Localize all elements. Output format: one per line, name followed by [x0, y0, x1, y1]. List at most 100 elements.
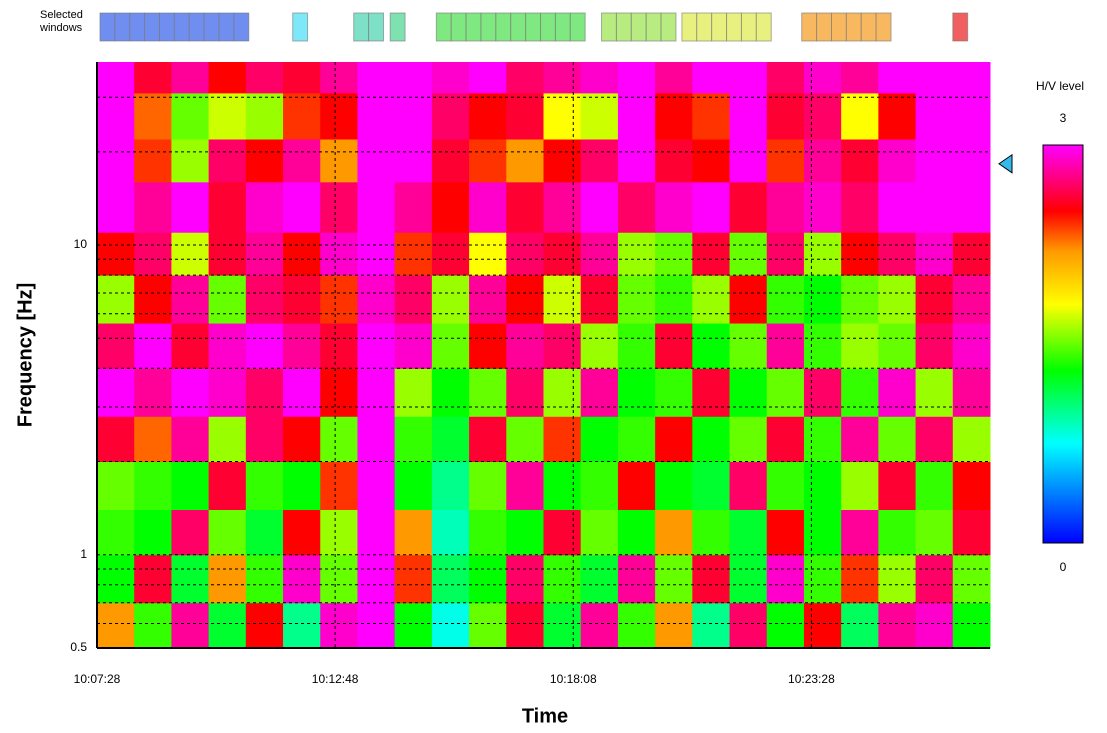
heat-cell — [617, 323, 656, 369]
heat-cell — [878, 461, 917, 511]
heat-cell — [208, 139, 247, 183]
heat-cell — [97, 368, 135, 417]
heat-cell — [97, 461, 135, 511]
heat-cell — [766, 62, 805, 94]
heat-cell — [394, 92, 433, 140]
heat-cell — [543, 461, 582, 511]
heat-cell — [766, 602, 805, 649]
heat-cell — [97, 602, 135, 649]
heat-cell — [766, 232, 805, 276]
window — [726, 12, 742, 42]
heat-cell — [803, 92, 842, 140]
heat-cell — [208, 368, 247, 417]
heat-cell — [878, 416, 917, 463]
heat-cell — [357, 139, 396, 183]
heat-cell — [469, 92, 507, 140]
heat-cell — [283, 323, 321, 369]
heat-cell — [543, 92, 582, 140]
heat-cell — [655, 602, 693, 649]
window — [99, 12, 116, 42]
heat-cell — [543, 275, 582, 324]
y-axis-label: Frequency [Hz] — [14, 283, 36, 427]
heat-cell — [766, 416, 805, 463]
heat-cell — [878, 92, 917, 140]
heat-cell — [134, 368, 172, 417]
heat-cell — [952, 323, 991, 369]
heat-cell — [320, 275, 358, 324]
heat-cell — [655, 368, 693, 417]
heat-cell — [134, 323, 172, 369]
window — [755, 12, 772, 42]
heat-cell — [283, 368, 321, 417]
heat-cell — [766, 509, 805, 556]
heat-cell — [208, 416, 247, 463]
heat-cell — [506, 368, 544, 417]
heat-cell — [729, 509, 768, 556]
heat-cell — [469, 181, 507, 233]
heat-cell — [692, 92, 731, 140]
window — [389, 12, 406, 42]
heat-cell — [97, 275, 135, 324]
heat-cell — [915, 554, 954, 604]
heat-cell — [692, 509, 731, 556]
heat-cell — [915, 602, 954, 649]
heat-cell — [320, 602, 358, 649]
heat-cell — [766, 275, 805, 324]
heat-cell — [283, 554, 321, 604]
heat-cell — [952, 509, 991, 556]
heat-cell — [692, 416, 731, 463]
heat-cell — [245, 232, 284, 276]
heat-cell — [952, 181, 991, 233]
heat-cell — [803, 62, 842, 94]
heat-cell — [245, 62, 284, 94]
heat-cell — [841, 62, 879, 94]
heat-cell — [357, 509, 396, 556]
window — [129, 12, 146, 42]
window — [645, 12, 662, 42]
heat-cell — [506, 602, 544, 649]
window — [159, 12, 175, 42]
window — [845, 12, 862, 42]
heat-cell — [952, 275, 991, 324]
heat-cell — [320, 554, 358, 604]
window — [353, 12, 370, 42]
heat-cell — [952, 62, 991, 94]
heat-cell — [394, 509, 433, 556]
heat-cell — [506, 554, 544, 604]
heat-cell — [915, 92, 954, 140]
heat-cell — [692, 181, 731, 233]
heat-cell — [469, 323, 507, 369]
heat-cell — [506, 275, 544, 324]
heat-cell — [766, 368, 805, 417]
heat-cell — [431, 139, 470, 183]
heat-cell — [431, 509, 470, 556]
heat-cell — [283, 275, 321, 324]
heat-cell — [729, 92, 768, 140]
heat-cell — [208, 62, 247, 94]
heat-cell — [803, 139, 842, 183]
heat-cell — [915, 323, 954, 369]
heat-cell — [171, 275, 210, 324]
heat-cell — [134, 139, 172, 183]
heat-cell — [283, 92, 321, 140]
heat-cell — [766, 554, 805, 604]
heat-cell — [97, 323, 135, 369]
heat-cell — [394, 461, 433, 511]
heat-cell — [580, 323, 619, 369]
heat-cell — [878, 323, 917, 369]
heat-cell — [841, 602, 879, 649]
heat-cell — [506, 232, 544, 276]
window — [450, 12, 467, 42]
heat-cell — [431, 554, 470, 604]
heat-cell — [580, 368, 619, 417]
heat-cell — [245, 416, 284, 463]
heat-cell — [245, 602, 284, 649]
heat-cell — [283, 461, 321, 511]
heat-cell — [580, 232, 619, 276]
heat-cell — [729, 323, 768, 369]
heat-cell — [97, 62, 135, 94]
heat-cell — [692, 62, 731, 94]
heat-cell — [543, 232, 582, 276]
